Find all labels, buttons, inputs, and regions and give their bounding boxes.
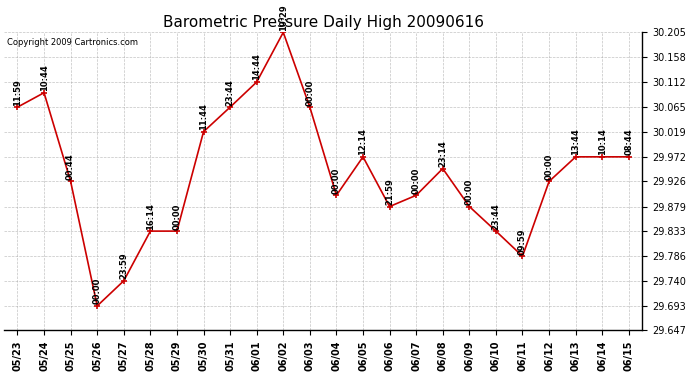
Text: 00:00: 00:00 bbox=[172, 203, 181, 229]
Text: 10:29: 10:29 bbox=[279, 4, 288, 31]
Text: Copyright 2009 Cartronics.com: Copyright 2009 Cartronics.com bbox=[8, 38, 139, 47]
Text: 23:44: 23:44 bbox=[491, 203, 500, 229]
Text: 00:00: 00:00 bbox=[465, 178, 474, 205]
Text: 23:59: 23:59 bbox=[119, 253, 128, 279]
Text: 10:44: 10:44 bbox=[39, 64, 48, 91]
Text: 09:59: 09:59 bbox=[518, 228, 527, 255]
Text: 23:44: 23:44 bbox=[226, 79, 235, 105]
Text: 11:44: 11:44 bbox=[199, 103, 208, 130]
Text: 23:14: 23:14 bbox=[438, 140, 447, 167]
Text: 12:14: 12:14 bbox=[359, 128, 368, 155]
Title: Barometric Pressure Daily High 20090616: Barometric Pressure Daily High 20090616 bbox=[163, 15, 484, 30]
Text: 08:44: 08:44 bbox=[624, 129, 633, 155]
Text: 00:00: 00:00 bbox=[92, 278, 101, 304]
Text: 16:14: 16:14 bbox=[146, 202, 155, 229]
Text: 14:44: 14:44 bbox=[252, 54, 262, 80]
Text: 00:44: 00:44 bbox=[66, 153, 75, 180]
Text: 21:59: 21:59 bbox=[385, 178, 394, 205]
Text: 11:59: 11:59 bbox=[13, 79, 22, 105]
Text: 00:00: 00:00 bbox=[306, 79, 315, 105]
Text: 00:00: 00:00 bbox=[332, 167, 341, 194]
Text: 10:14: 10:14 bbox=[598, 129, 607, 155]
Text: 00:00: 00:00 bbox=[412, 167, 421, 194]
Text: 00:00: 00:00 bbox=[544, 153, 553, 180]
Text: 13:44: 13:44 bbox=[571, 129, 580, 155]
